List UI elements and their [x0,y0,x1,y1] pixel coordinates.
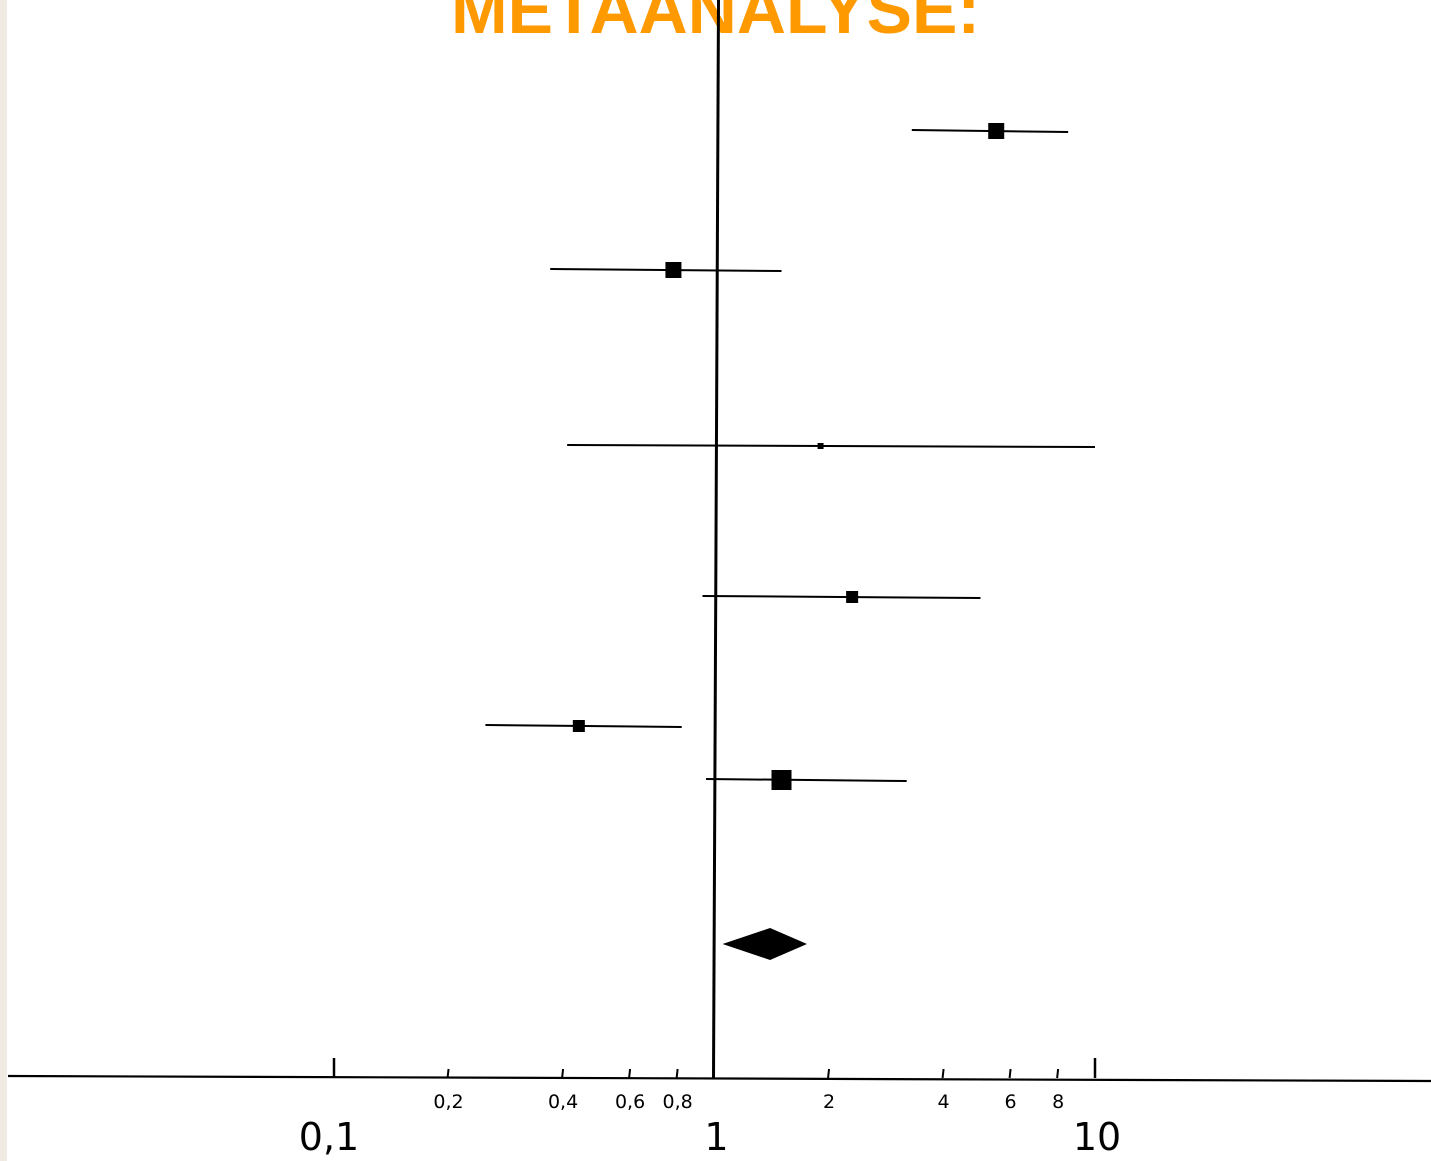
minor-tick-label: 4 [938,1091,950,1113]
major-tick-label: 0,1 [299,1115,359,1159]
study-row [706,770,907,790]
minor-tick [1056,1068,1060,1079]
x-axis-line [7,1074,1431,1083]
point-estimate [572,720,585,732]
confidence-interval [706,778,907,782]
point-estimate [988,123,1005,139]
minor-tick [941,1068,945,1079]
study-row [702,591,981,603]
minor-tick [446,1068,450,1079]
confidence-interval [567,444,1096,448]
confidence-interval [702,595,981,599]
minor-tick-label: 0,8 [663,1091,693,1113]
pooled-estimate [722,928,807,960]
x-axis-ticks: 0,2 0,4 0,6 0,8 2 4 6 8 0,1 1 10 [299,1058,1121,1159]
minor-tick [628,1068,632,1079]
minor-tick-label: 0,6 [615,1091,645,1113]
minor-tick [675,1068,679,1079]
minor-tick-label: 6 [1005,1091,1017,1113]
minor-tick [827,1068,831,1079]
left-edge-bar [0,0,7,1161]
minor-tick [561,1068,565,1079]
reference-line [712,0,720,1079]
minor-tick-label: 2 [823,1091,835,1113]
point-estimate [665,262,682,278]
study-row [485,720,682,732]
point-estimate [771,770,792,790]
page-title: METAANALYSE: [451,0,980,48]
pooled-diamond [722,928,807,960]
minor-tick [1008,1068,1012,1079]
study-row [567,443,1096,449]
major-tick-label: 10 [1073,1115,1121,1159]
study-row [911,123,1069,139]
minor-tick-label: 0,4 [548,1091,578,1113]
study-row [550,262,782,278]
minor-tick-label: 8 [1052,1091,1064,1113]
study-rows [485,123,1096,790]
point-estimate [846,591,859,603]
major-tick-label: 1 [704,1115,728,1159]
minor-tick-label: 0,2 [433,1091,463,1113]
point-estimate [817,443,824,449]
